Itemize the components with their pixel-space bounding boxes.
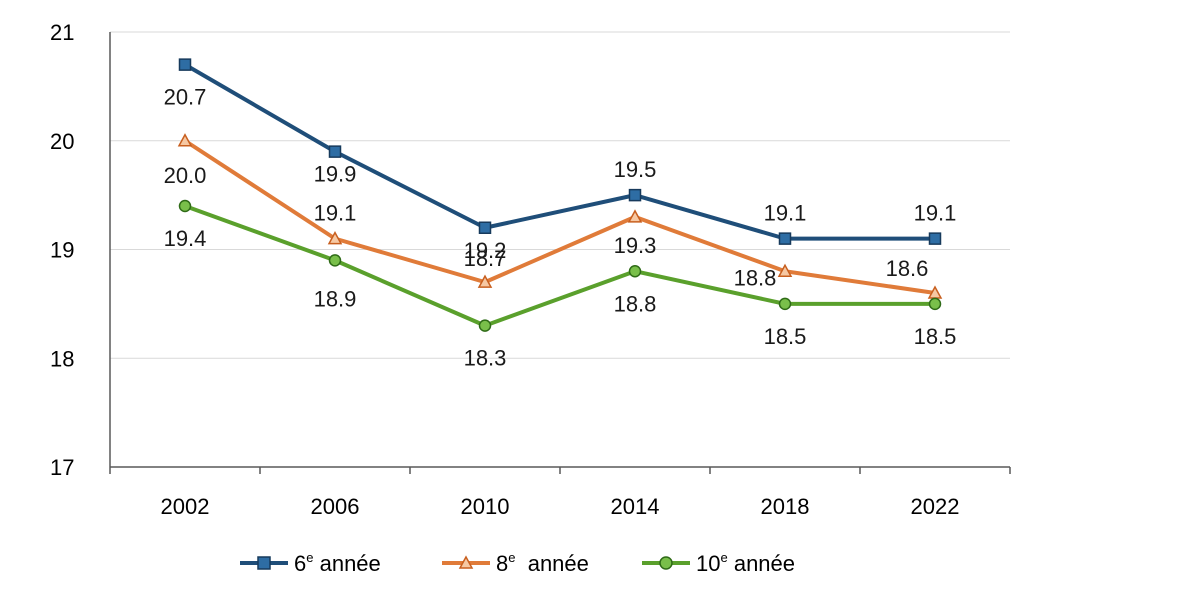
- series-1: 20.7 19.9 19.2 19.5 19.1 19.1: [164, 58, 957, 263]
- data-point-circle: [628, 265, 642, 278]
- data-point-circle: [778, 297, 792, 311]
- legend-swatch-square-icon: [238, 548, 290, 578]
- chart-legend: 6e année 8e année 10e année: [0, 548, 1200, 578]
- legend-label: 10e année: [696, 549, 796, 576]
- data-label: 18.8: [614, 291, 657, 316]
- legend-swatch-circle-icon: [640, 548, 692, 578]
- data-label: 19.3: [614, 233, 657, 258]
- data-point-triangle: [327, 231, 343, 245]
- data-point-circle: [928, 297, 942, 311]
- legend-item-6e[interactable]: 6e année: [238, 548, 381, 578]
- data-label: 20.7: [164, 85, 207, 110]
- legend-item-8e[interactable]: 8e année: [440, 548, 589, 578]
- data-point-triangle: [477, 274, 493, 288]
- data-point-square: [628, 188, 642, 202]
- data-point-triangle: [177, 133, 193, 147]
- y-tick-label: 20: [50, 129, 74, 154]
- data-label: 19.4: [164, 226, 207, 251]
- data-label: 19.1: [314, 201, 357, 226]
- legend-swatch-triangle-icon: [440, 548, 492, 578]
- series-3: 19.4 18.9 18.3 18.8 18.5 18.5: [164, 199, 957, 371]
- data-point-square: [928, 232, 942, 245]
- data-label: 19.1: [764, 201, 807, 226]
- data-label: 18.9: [314, 286, 357, 311]
- legend-item-10e[interactable]: 10e année: [640, 548, 795, 578]
- data-label: 18.5: [914, 324, 957, 349]
- y-tick-label: 18: [50, 346, 74, 371]
- series-line: [183, 139, 936, 295]
- data-label: 19.9: [314, 162, 357, 187]
- legend-label: 6e année: [294, 549, 381, 576]
- x-tick-label: 2022: [911, 494, 960, 519]
- series-2: 20.0 19.1 18.7 19.3 18.8 18.6: [164, 133, 943, 299]
- x-tick-label: 2002: [161, 494, 210, 519]
- series-line: [183, 62, 935, 241]
- data-point-square: [328, 145, 342, 158]
- series-line: [184, 204, 935, 328]
- y-tick-label: 17: [50, 455, 74, 480]
- x-tick-label: 2014: [611, 494, 660, 519]
- data-point-circle: [328, 254, 342, 267]
- data-label: 19.5: [614, 157, 657, 182]
- data-point-circle: [478, 319, 492, 332]
- data-label: 18.3: [464, 346, 507, 371]
- y-tick-label: 21: [50, 20, 74, 45]
- y-tick-label: 19: [50, 238, 74, 263]
- data-label: 18.5: [764, 324, 807, 349]
- data-point-square: [778, 232, 792, 245]
- legend-label: 8e année: [496, 549, 589, 576]
- data-label: 18.6: [886, 256, 929, 281]
- data-point-circle: [178, 199, 192, 213]
- data-label: 18.7: [464, 246, 507, 271]
- data-point-triangle: [627, 209, 643, 223]
- data-point-square: [178, 58, 192, 71]
- data-label: 19.1: [914, 201, 957, 226]
- data-point-square: [478, 221, 492, 234]
- data-label: 18.8: [734, 265, 777, 290]
- x-tick-label: 2018: [761, 494, 810, 519]
- data-point-triangle: [777, 263, 793, 277]
- data-label: 19.2: [464, 238, 507, 263]
- x-tick-label: 2010: [461, 494, 510, 519]
- x-tick-label: 2006: [311, 494, 360, 519]
- data-label: 20.0: [164, 163, 207, 188]
